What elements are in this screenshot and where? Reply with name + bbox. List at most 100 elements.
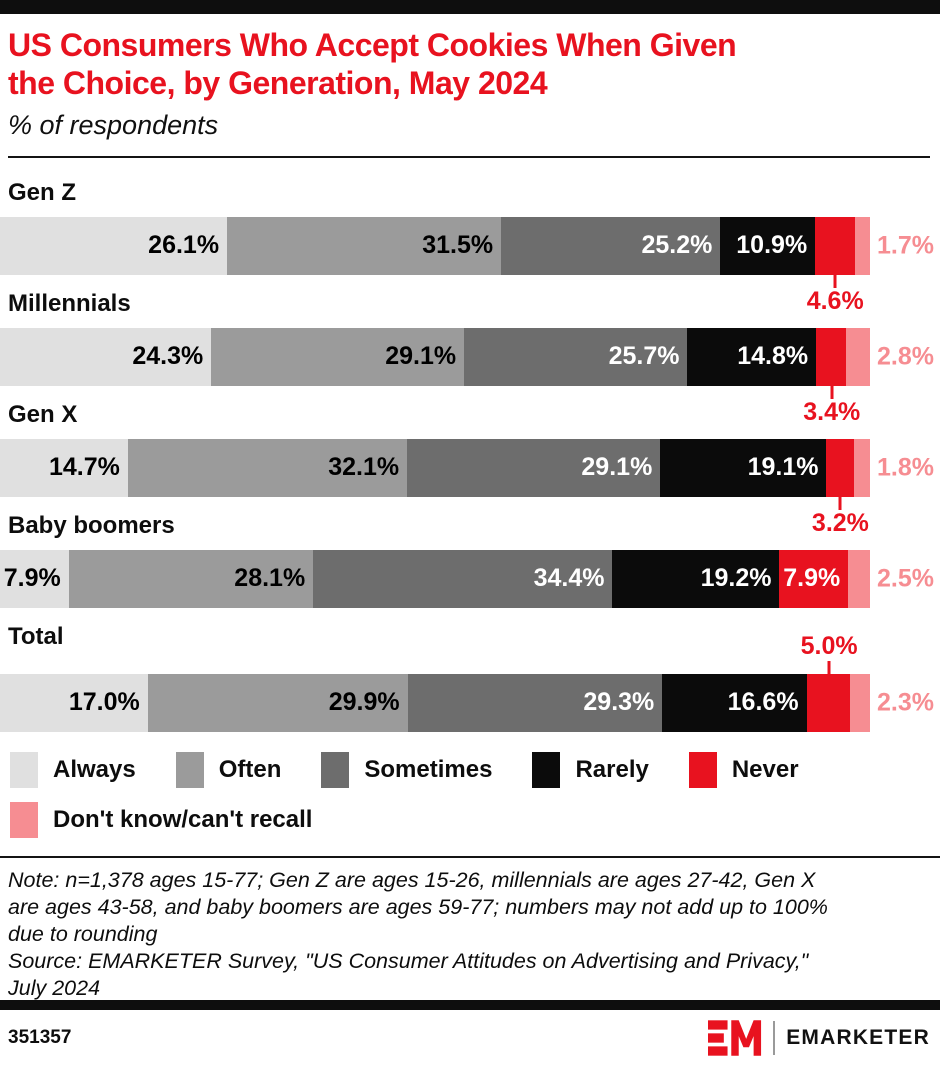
bar-segment-sometimes: 25.2%: [501, 216, 721, 275]
bar-segment-don-t-know-can-t-recall: [850, 673, 870, 732]
bar-row: 17.0% 29.9% 29.3% 16.6% 5.0% 2.3%: [0, 633, 940, 732]
category-label: Total: [8, 622, 64, 650]
legend-label: Never: [731, 755, 799, 783]
legend-label: Always: [53, 755, 136, 783]
never-value-callout: 3.2%: [812, 496, 869, 538]
bar-segment-always: 7.9%: [0, 549, 69, 608]
bar-track: 7.9% 28.1% 34.4% 19.2% 7.9%: [0, 549, 870, 608]
bar-segment-often: 29.9%: [147, 673, 408, 732]
legend-item-rarely: Rarely: [532, 751, 649, 788]
legend-label: Sometimes: [364, 755, 493, 783]
category-label: Gen Z: [8, 178, 77, 206]
segment-value-label: 7.9%: [3, 564, 61, 593]
segment-value-label: 19.1%: [747, 453, 819, 482]
segment-value-label: 24.3%: [132, 342, 204, 371]
bar-segment-don-t-know-can-t-recall: [845, 327, 870, 386]
note-text-line: are ages 43-58, and baby boomers are age…: [8, 894, 828, 919]
segment-value-label: 34.4%: [533, 564, 605, 593]
chart-footer: 351357 EMARKETER: [0, 1000, 940, 1068]
segment-value-label: 29.1%: [385, 342, 457, 371]
bar-segment-rarely: 16.6%: [662, 673, 807, 732]
segment-value-label: 29.1%: [581, 453, 653, 482]
legend-label: Often: [218, 755, 282, 783]
generation-row-baby-boomers: Baby boomers 7.9% 28.1% 34.4% 19.2% 7.9% 2.5%: [0, 511, 940, 608]
segment-value-label: 25.2%: [641, 231, 713, 260]
legend-row: Always Often Sometimes Rarely Never: [10, 751, 940, 788]
chart-header: US Consumers Who Accept Cookies When Giv…: [0, 14, 940, 158]
logo-divider: [773, 1021, 776, 1055]
callout-tick: [833, 274, 837, 288]
bar-track: 17.0% 29.9% 29.3% 16.6%: [0, 673, 870, 732]
never-value-callout: 3.4%: [803, 385, 861, 427]
note-text-line: due to rounding: [8, 921, 158, 946]
bar-segment-never: [806, 673, 850, 732]
emarketer-logo: EMARKETER: [708, 1019, 930, 1057]
bar-segment-don-t-know-can-t-recall: [854, 438, 870, 497]
legend-swatch-always: [10, 751, 38, 788]
footer-accent-bar: [0, 1000, 940, 1010]
segment-value-label: 17.0%: [68, 688, 140, 717]
category-label: Millennials: [8, 289, 131, 317]
bar-segment-never: [815, 216, 856, 275]
generation-row-gen-x: Gen X 14.7% 32.1% 29.1% 19.1% 3.2% 1.8%: [0, 400, 940, 536]
bar-segment-never: 7.9%: [779, 549, 849, 608]
segment-value-label: 10.9%: [736, 231, 808, 260]
segment-value-label: 16.6%: [727, 688, 799, 717]
segment-value-label: 29.3%: [583, 688, 655, 717]
dont-know-value-label: 2.3%: [877, 688, 934, 717]
bar-row: 14.7% 32.1% 29.1% 19.1% 3.2% 1.8%: [0, 438, 940, 536]
dont-know-value-label: 1.8%: [877, 453, 934, 482]
page-subtitle: % of respondents: [8, 109, 219, 140]
legend-label: Rarely: [575, 755, 649, 783]
generation-row-gen-z: Gen Z 26.1% 31.5% 25.2% 10.9% 4.6% 1.7%: [0, 178, 940, 314]
bar-segment-sometimes: 29.1%: [407, 438, 661, 497]
legend-swatch-rarely: [532, 751, 561, 788]
note-block: Note: n=1,378 ages 15-77; Gen Z are ages…: [0, 855, 940, 1002]
callout-tick: [830, 385, 834, 399]
bar-row: 7.9% 28.1% 34.4% 19.2% 7.9% 2.5%: [0, 549, 940, 608]
generation-row-total: Total 17.0% 29.9% 29.3% 16.6% 5.0% 2.3%: [0, 622, 940, 732]
segment-value-label: 32.1%: [328, 453, 400, 482]
bar-segment-often: 32.1%: [127, 438, 408, 497]
bar-segment-always: 26.1%: [0, 216, 228, 275]
source-text-line: Source: EMARKETER Survey, "US Consumer A…: [8, 949, 809, 974]
bar-segment-sometimes: 25.7%: [464, 327, 688, 386]
bar-segment-always: 24.3%: [0, 327, 212, 386]
bar-segment-rarely: 19.1%: [660, 438, 827, 497]
header-divider: [8, 155, 930, 158]
segment-value-label: 14.7%: [48, 453, 120, 482]
chart-id: 351357: [8, 1027, 72, 1048]
bar-segment-sometimes: 29.3%: [407, 673, 663, 732]
never-value-label: 5.0%: [800, 632, 858, 661]
chart-legend: Always Often Sometimes Rarely Never Don't kno…: [10, 751, 940, 838]
category-label: Baby boomers: [8, 511, 175, 539]
segment-value-label: 14.8%: [737, 342, 809, 371]
segment-value-label: 7.9%: [783, 564, 841, 593]
generation-row-millennials: Millennials 24.3% 29.1% 25.7% 14.8% 3.4% 2.8%: [0, 289, 940, 425]
callout-tick: [838, 496, 842, 510]
brand-wordmark: EMARKETER: [786, 1026, 930, 1049]
em-logo-icon: [708, 1020, 762, 1056]
segment-value-label: 28.1%: [234, 564, 306, 593]
category-label: Gen X: [8, 400, 78, 428]
bar-segment-sometimes: 34.4%: [313, 549, 613, 608]
bar-segment-rarely: 10.9%: [720, 216, 816, 275]
bar-row: 26.1% 31.5% 25.2% 10.9% 4.6% 1.7%: [0, 216, 940, 314]
note-text-line: Note: n=1,378 ages 15-77; Gen Z are ages…: [8, 867, 816, 892]
bar-segment-always: 14.7%: [0, 438, 128, 497]
legend-item-don-t-know-can-t-recall: Don't know/can't recall: [10, 801, 313, 838]
never-value-label: 4.6%: [806, 286, 864, 315]
bar-segment-always: 17.0%: [0, 673, 148, 732]
bar-segment-don-t-know-can-t-recall: [855, 216, 870, 275]
never-value-callout: 5.0%: [801, 633, 858, 674]
legend-swatch-often: [175, 751, 204, 788]
source-text-line: July 2024: [8, 976, 101, 1001]
segment-value-label: 19.2%: [700, 564, 772, 593]
legend-label: Don't know/can't recall: [53, 805, 313, 833]
page-title-line-2: the Choice, by Generation, May 2024: [8, 65, 548, 102]
bar-track: 26.1% 31.5% 25.2% 10.9%: [0, 216, 870, 275]
never-value-label: 3.4%: [803, 397, 861, 426]
callout-tick: [827, 660, 831, 674]
bar-segment-often: 31.5%: [227, 216, 502, 275]
